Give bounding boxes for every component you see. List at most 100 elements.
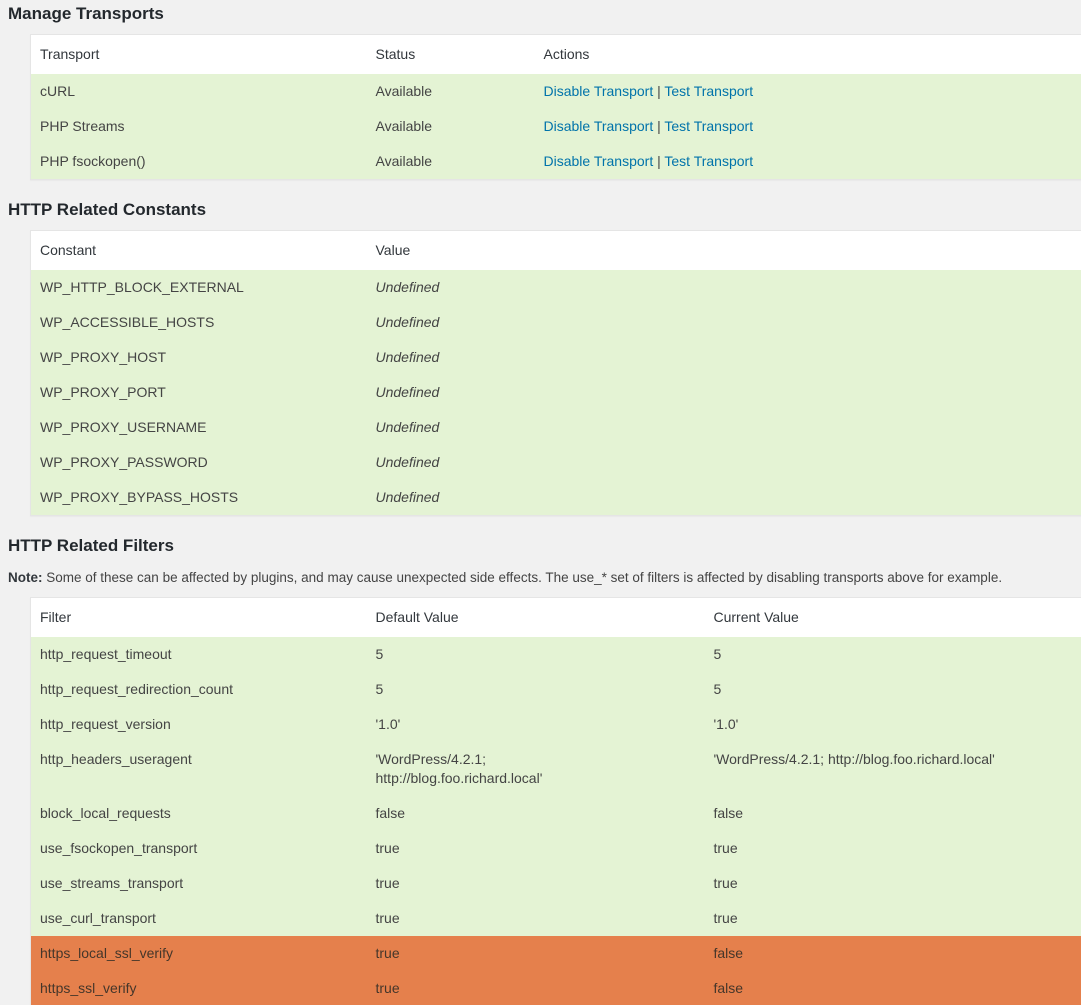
constant-name: WP_PROXY_USERNAME — [30, 410, 367, 445]
test-transport-link[interactable]: Test Transport — [664, 118, 754, 134]
filter-row: http_request_redirection_count 5 5 — [30, 672, 1081, 707]
filter-name: https_local_ssl_verify — [30, 936, 367, 971]
column-header-actions: Actions — [534, 34, 1081, 74]
filter-name: use_curl_transport — [30, 901, 367, 936]
filter-row: use_streams_transport true true — [30, 866, 1081, 901]
transport-status: Available — [366, 144, 535, 180]
transports-header-row: Transport Status Actions — [30, 34, 1081, 74]
constants-header-row: Constant Value — [30, 230, 1081, 270]
filter-default-value: '1.0' — [366, 707, 705, 742]
filter-name: http_request_version — [30, 707, 367, 742]
filter-current-value: false — [704, 971, 1081, 1005]
filter-default-value-text: true — [375, 980, 400, 996]
filter-default-value: false — [366, 796, 705, 831]
note-text: Some of these can be affected by plugins… — [42, 570, 1003, 585]
column-header-transport: Transport — [30, 34, 367, 74]
transport-actions: Disable Transport | Test Transport — [534, 144, 1081, 180]
action-separator: | — [653, 153, 665, 169]
section-heading-transports: Manage Transports — [8, 4, 164, 23]
constant-value: Undefined — [366, 410, 1081, 445]
constant-name: WP_PROXY_PASSWORD — [30, 445, 367, 480]
filter-row: block_local_requests false false — [30, 796, 1081, 831]
constant-value: Undefined — [366, 480, 1081, 516]
disable-transport-link[interactable]: Disable Transport — [543, 118, 654, 134]
filter-name: http_headers_useragent — [30, 742, 367, 796]
filter-name: use_streams_transport — [30, 866, 367, 901]
filter-default-value: true — [366, 831, 705, 866]
transport-status: Available — [366, 109, 535, 144]
section-heading-constants: HTTP Related Constants — [8, 200, 207, 219]
filter-default-value: true — [366, 901, 705, 936]
filter-current-value: 'WordPress/4.2.1; http://blog.foo.richar… — [704, 742, 1081, 796]
column-header-constant: Constant — [30, 230, 367, 270]
transport-name: cURL — [30, 74, 367, 109]
constant-value: Undefined — [366, 270, 1081, 305]
filter-current-value: true — [704, 901, 1081, 936]
filter-default-value-text: true — [375, 840, 400, 856]
filter-default-value: true — [366, 936, 705, 971]
filter-default-value-text: true — [375, 910, 400, 926]
transport-row: PHP fsockopen() Available Disable Transp… — [30, 144, 1081, 180]
test-transport-link[interactable]: Test Transport — [664, 83, 754, 99]
filter-row: use_curl_transport true true — [30, 901, 1081, 936]
transport-actions: Disable Transport | Test Transport — [534, 109, 1081, 144]
filters-note: Note: Some of these can be affected by p… — [8, 569, 1081, 587]
filter-current-value: 5 — [704, 637, 1081, 672]
filter-default-value: 5 — [366, 637, 705, 672]
filter-default-value: 5 — [366, 672, 705, 707]
column-header-value: Value — [366, 230, 1081, 270]
constants-table: Constant Value WP_HTTP_BLOCK_EXTERNAL Un… — [30, 230, 1081, 516]
transport-name: PHP Streams — [30, 109, 367, 144]
filter-default-value-text: true — [375, 875, 400, 891]
filter-name: use_fsockopen_transport — [30, 831, 367, 866]
transport-row: cURL Available Disable Transport | Test … — [30, 74, 1081, 109]
column-header-default-value: Default Value — [366, 597, 705, 637]
constant-row: WP_PROXY_PORT Undefined — [30, 375, 1081, 410]
filter-default-value: true — [366, 971, 705, 1005]
filter-current-value: false — [704, 796, 1081, 831]
filter-row: http_headers_useragent 'WordPress/4.2.1;… — [30, 742, 1081, 796]
column-header-current-value: Current Value — [704, 597, 1081, 637]
filter-row: use_fsockopen_transport true true — [30, 831, 1081, 866]
transports-table: Transport Status Actions cURL Available … — [30, 34, 1081, 180]
transport-row: PHP Streams Available Disable Transport … — [30, 109, 1081, 144]
constant-row: WP_PROXY_BYPASS_HOSTS Undefined — [30, 480, 1081, 516]
filter-row: https_local_ssl_verify true false — [30, 936, 1081, 971]
filter-name: block_local_requests — [30, 796, 367, 831]
http-constants-section: HTTP Related Constants Constant Value WP… — [0, 200, 1081, 516]
filter-row: http_request_version '1.0' '1.0' — [30, 707, 1081, 742]
filter-default-value-text: 5 — [375, 646, 384, 662]
constant-value: Undefined — [366, 340, 1081, 375]
filter-default-value-text: 5 — [375, 681, 384, 697]
constant-row: WP_PROXY_PASSWORD Undefined — [30, 445, 1081, 480]
transport-actions: Disable Transport | Test Transport — [534, 74, 1081, 109]
filter-default-value-text: false — [375, 805, 406, 821]
section-heading-filters: HTTP Related Filters — [8, 536, 174, 555]
constant-value: Undefined — [366, 375, 1081, 410]
filter-current-value: true — [704, 831, 1081, 866]
filter-current-value: true — [704, 866, 1081, 901]
filter-default-value-text: '1.0' — [375, 716, 401, 732]
test-transport-link[interactable]: Test Transport — [664, 153, 754, 169]
disable-transport-link[interactable]: Disable Transport — [543, 83, 654, 99]
disable-transport-link[interactable]: Disable Transport — [543, 153, 654, 169]
filters-table: Filter Default Value Current Value http_… — [30, 597, 1081, 1005]
constant-name: WP_ACCESSIBLE_HOSTS — [30, 305, 367, 340]
filters-header-row: Filter Default Value Current Value — [30, 597, 1081, 637]
filter-default-value-text: 'WordPress/4.2.1; http://blog.foo.richar… — [375, 751, 543, 786]
constant-row: WP_ACCESSIBLE_HOSTS Undefined — [30, 305, 1081, 340]
constant-row: WP_PROXY_USERNAME Undefined — [30, 410, 1081, 445]
note-label: Note: — [8, 570, 43, 585]
constant-name: WP_HTTP_BLOCK_EXTERNAL — [30, 270, 367, 305]
filter-row: http_request_timeout 5 5 — [30, 637, 1081, 672]
constant-name: WP_PROXY_BYPASS_HOSTS — [30, 480, 367, 516]
constant-row: WP_HTTP_BLOCK_EXTERNAL Undefined — [30, 270, 1081, 305]
transport-status: Available — [366, 74, 535, 109]
manage-transports-section: Manage Transports Transport Status Actio… — [0, 4, 1081, 180]
http-filters-section: HTTP Related Filters Note: Some of these… — [0, 536, 1081, 1005]
filter-row: https_ssl_verify true false — [30, 971, 1081, 1005]
column-header-status: Status — [366, 34, 535, 74]
filter-name: http_request_timeout — [30, 637, 367, 672]
column-header-filter: Filter — [30, 597, 367, 637]
constant-value: Undefined — [366, 305, 1081, 340]
